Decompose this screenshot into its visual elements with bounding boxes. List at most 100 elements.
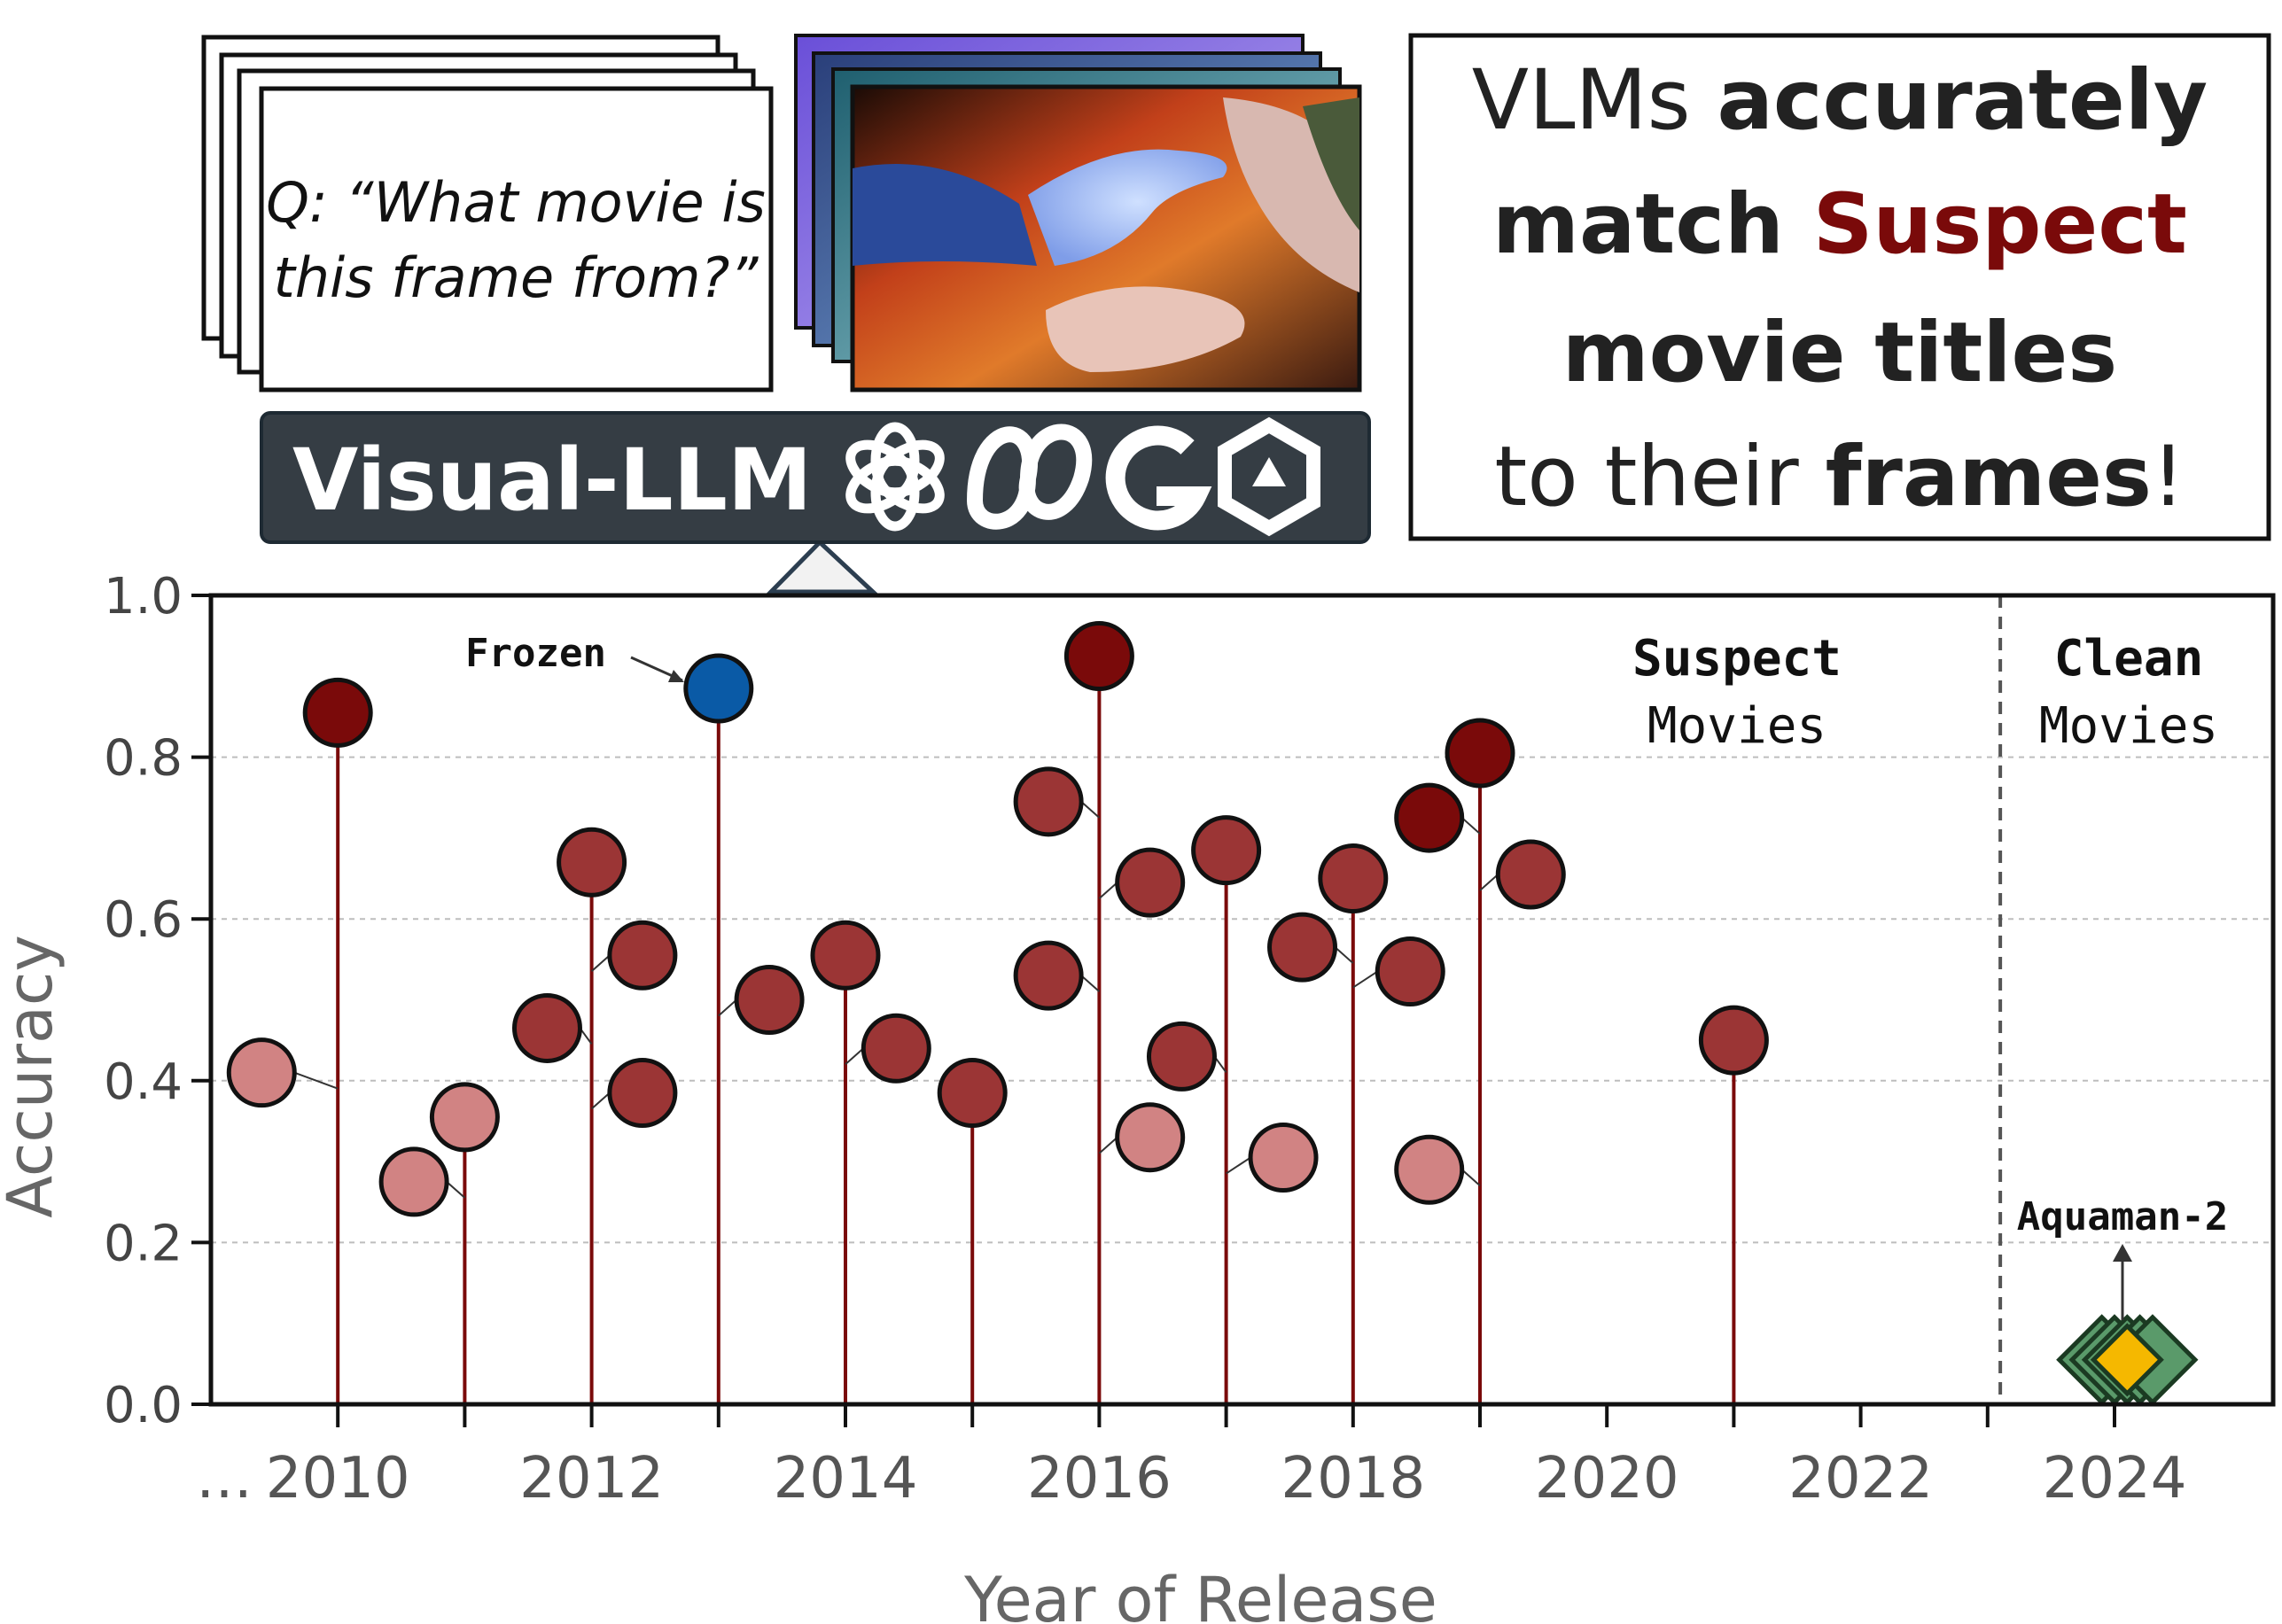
leader-line [1226,1156,1251,1175]
x-tick-label: 2024 [2043,1446,2187,1511]
suspect-point [861,1013,931,1084]
leader-line [446,1181,466,1199]
suspect-point [557,827,627,897]
claim-line-3: movie titles [1562,305,2118,401]
y-axis-label: Accuracy [0,935,66,1218]
region-clean-title: Clean [2054,630,2204,688]
suspect-point [607,920,678,991]
suspect-points [226,620,1769,1217]
leader-line [718,998,737,1017]
frozen-arrowhead [668,670,684,682]
x-tick-label: 2018 [1281,1446,1425,1511]
aquaman-annotation: Aquaman-2 [2017,1194,2228,1239]
x-tick-label: 2012 [519,1446,664,1511]
suspect-point [1267,912,1338,983]
suspect-point [1698,1005,1769,1076]
prompt-line-2: this frame from?” [273,245,759,310]
x-tick-label: 2014 [774,1446,918,1511]
claim-to-their: to their [1494,429,1825,525]
movie-frame-image [850,84,1362,392]
leader-line [1098,882,1118,899]
plot-border [208,593,2276,1407]
prompt-card-stack: Q: “What movie is this frame from?” [201,35,774,392]
leader-line [1080,801,1101,819]
suspect-point [1495,839,1566,910]
leader-line [1461,817,1481,835]
suspect-point [1248,1123,1319,1193]
leader-line [293,1071,339,1090]
claim-match: match [1492,176,1813,273]
suspect-point [302,677,373,748]
claim-box: VLMs accurately match Suspect movie titl… [1408,33,2271,541]
claim-exclaim: ! [2152,429,2185,525]
suspect-point [1445,718,1515,789]
region-clean-subtitle: Movies [2039,697,2218,755]
x-tick-label: 2020 [1535,1446,1679,1511]
aquaman-arrowhead [2113,1244,2132,1262]
leader-line [590,1092,611,1110]
suspect-point [1146,1021,1217,1092]
clean-points [2056,1314,2199,1406]
plot-frame [208,593,2276,1407]
prompt-line-1: Q: “What movie is [266,170,766,235]
suspect-point [1013,766,1084,837]
meta-logo-icon [967,423,1093,530]
y-tick-label: 0.2 [104,1215,183,1272]
leader-line [1080,975,1101,992]
ticks: 0.0 0.2 0.4 0.6 0.8 1.0 2010 2012 2014 2016 2018 20… [104,568,2187,1511]
openai-logo-icon [845,422,945,532]
claim-line-2: match Suspect [1492,176,2187,273]
claim-line-1: VLMs accurately [1472,52,2208,149]
aquaman-point [2090,1323,2164,1397]
suspect-point [810,920,881,991]
suspect-point [1063,620,1134,691]
claim-accurately: accurately [1717,52,2208,149]
region-suspect-title: Suspect [1632,630,1842,688]
suspect-point [1394,782,1465,853]
suspect-point [378,1146,449,1217]
grid [211,595,2273,1404]
claim-line-4: to their frames! [1494,429,2185,525]
y-tick-label: 0.4 [104,1053,183,1111]
y-tick-label: 0.6 [104,891,183,949]
suspect-point [1375,936,1445,1007]
qwen-logo-icon [1218,416,1320,537]
x-tick-label: 2010 [266,1446,410,1511]
frozen-annotation: Frozen [465,631,606,676]
leader-line [1334,946,1354,964]
suspect-point [1115,847,1186,918]
suspect-point [1115,1102,1186,1173]
claim-suspect: Suspect [1813,176,2187,273]
region-suspect-subtitle: Movies [1647,697,1826,755]
claim-vlms: VLMs [1472,52,1717,149]
banner-label: Visual-LLM [292,431,812,530]
x-prefix-ellipsis: … [196,1446,253,1511]
suspect-point [1318,843,1389,914]
frozen-point [683,653,754,724]
leader-line [845,1047,864,1066]
y-tick-label: 0.8 [104,730,183,788]
x-tick-label: 2016 [1027,1446,1172,1511]
suspect-point [1394,1134,1465,1205]
stems [336,656,1736,1404]
suspect-point [734,965,805,1035]
suspect-point [226,1037,297,1108]
chart-area: 0.0 0.2 0.4 0.6 0.8 1.0 2010 2012 2014 2016 2018 20… [0,568,2276,1624]
x-tick-label: 2022 [1788,1446,1933,1511]
x-axis-label: Year of Release [963,1564,1437,1624]
leader-line [1098,1136,1118,1154]
leader-line [590,954,611,973]
leader-line [1479,874,1499,891]
leader-line [1461,1169,1481,1186]
y-tick-label: 0.0 [104,1377,183,1434]
suspect-point [1191,815,1262,886]
suspect-point [1013,940,1084,1011]
claim-frames: frames [1826,429,2152,525]
suspect-point [937,1057,1008,1128]
google-logo-icon [1105,425,1212,531]
y-tick-label: 1.0 [104,568,183,626]
suspect-point [429,1082,500,1153]
suspect-point [607,1057,678,1128]
leader-line [1352,970,1378,989]
